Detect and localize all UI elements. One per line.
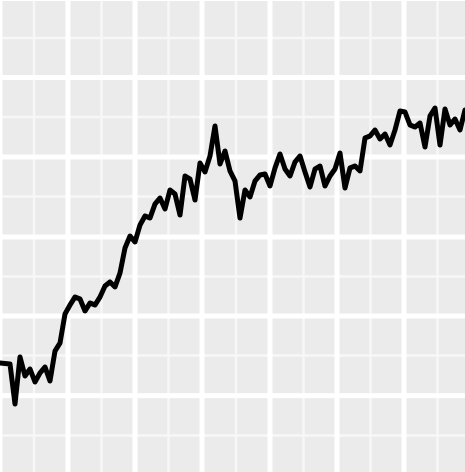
series-line-0: [0, 105, 465, 407]
series-layer: [0, 105, 465, 407]
